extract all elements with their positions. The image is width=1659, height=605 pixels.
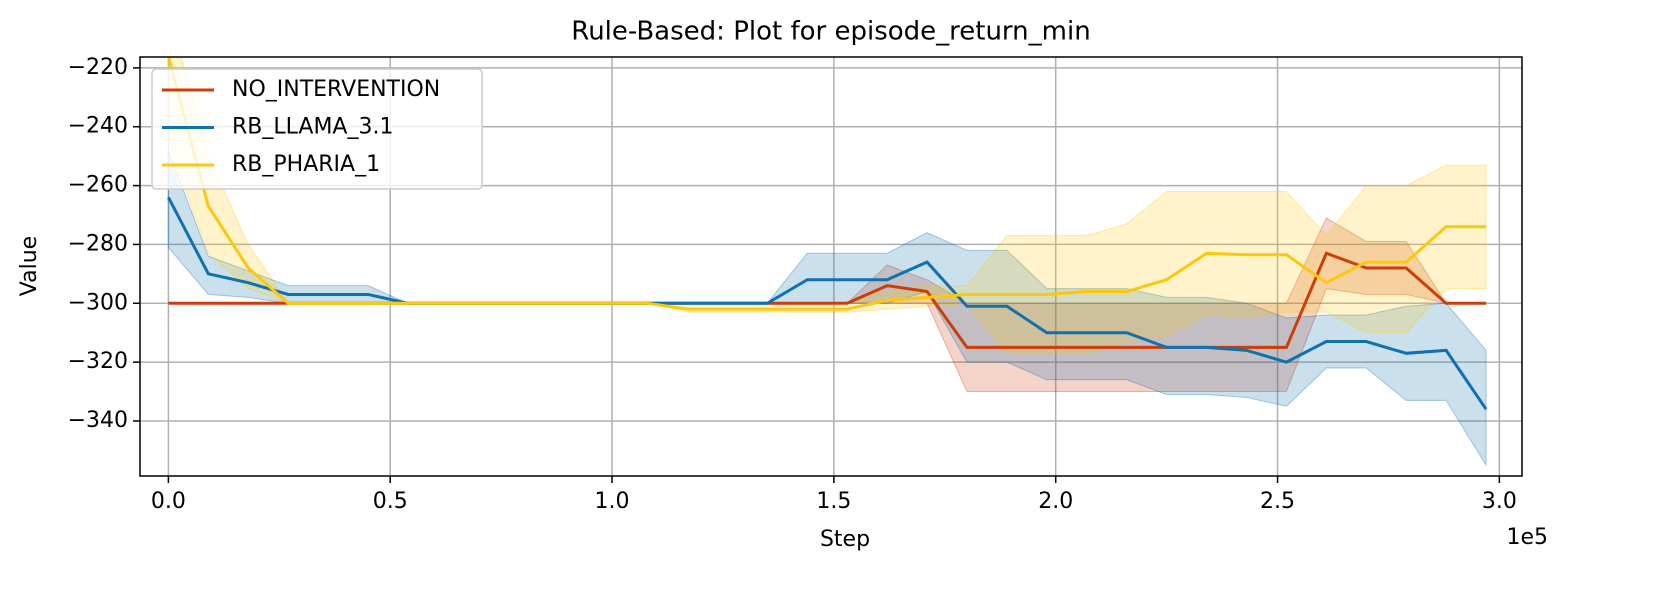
- legend-label: RB_LLAMA_3.1: [232, 115, 393, 140]
- legend-label: NO_INTERVENTION: [232, 77, 440, 102]
- x-tick-label: 1.0: [595, 489, 630, 514]
- x-tick-label: 0.0: [151, 489, 186, 514]
- legend-label: RB_PHARIA_1: [232, 152, 380, 177]
- x-axis-label: Step: [820, 527, 870, 552]
- y-tick-label: −320: [68, 349, 128, 374]
- x-offset-label: 1e5: [1506, 525, 1548, 550]
- legend-box: [151, 68, 483, 190]
- axes-frame: [139, 56, 1523, 477]
- x-tick-label: 1.5: [816, 489, 851, 514]
- y-tick-label: −240: [68, 114, 128, 139]
- axes: 0.0 0.5 1.0 1.5 2.0 2.5 3.0 −340 −320 −300 −280 −26…: [68, 55, 1517, 514]
- chart-title: Rule-Based: Plot for episode_return_min: [571, 17, 1090, 47]
- y-tick-label: −220: [68, 55, 128, 80]
- plot-area: [167, 57, 1488, 467]
- y-tick-label: −340: [68, 408, 128, 433]
- y-axis-label: Value: [17, 236, 42, 296]
- legend: NO_INTERVENTION RB_LLAMA_3.1 RB_PHARIA_1: [151, 68, 483, 190]
- y-tick-label: −300: [68, 290, 128, 315]
- x-tick-label: 3.0: [1482, 489, 1517, 514]
- series-line: [167, 196, 1488, 411]
- y-tick-label: −260: [68, 173, 128, 198]
- x-tick-label: 0.5: [373, 489, 408, 514]
- x-tick-label: 2.5: [1260, 489, 1295, 514]
- y-tick-label: −280: [68, 231, 128, 256]
- x-tick-label: 2.0: [1038, 489, 1073, 514]
- series-line: [167, 57, 1487, 311]
